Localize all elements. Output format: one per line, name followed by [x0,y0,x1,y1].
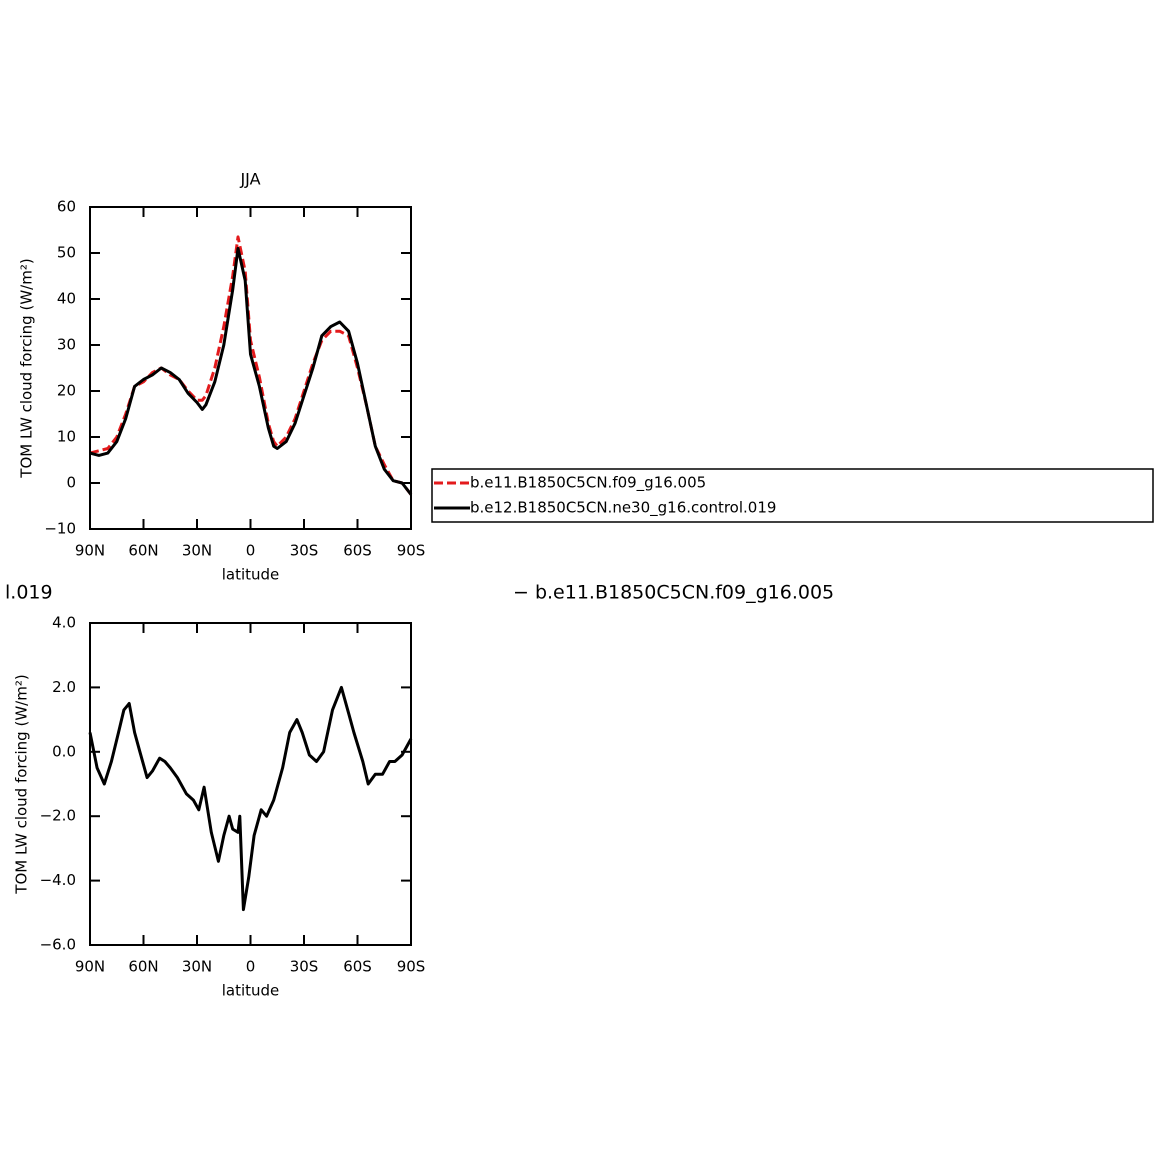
x-tick-label: 60S [343,958,372,976]
x-tick-label: 0 [246,542,256,560]
x-tick-label: 60N [128,542,158,560]
x-tick-label: 0 [246,958,256,976]
x-tick-label: 90S [397,542,426,560]
x-tick-label: 60N [128,958,158,976]
plot-frame [89,622,412,946]
y-tick-label: 50 [57,244,76,262]
y-tick-label: 20 [57,382,76,400]
x-axis-label: latitude [222,982,280,1000]
data-line [89,246,413,496]
annotation: l.019 [5,582,53,604]
legend-label: b.e12.B1850C5CN.ne30_g16.control.019 [470,499,776,518]
y-tick-label: 0.0 [52,742,76,760]
x-tick-label: 60S [343,542,372,560]
y-axis-label: TOM LW cloud forcing (W/m²) [13,674,31,894]
plot-frame [89,206,412,530]
x-tick-label: 30N [182,542,212,560]
y-tick-label: −2.0 [40,807,76,825]
y-tick-label: −4.0 [40,871,76,889]
x-tick-label: 30N [182,958,212,976]
legend-label: b.e11.B1850C5CN.f09_g16.005 [470,474,706,493]
y-tick-label: 10 [57,428,76,446]
data-line [89,235,413,496]
chart-title: JJA [239,170,260,189]
y-tick-label: −10 [44,520,76,538]
x-tick-label: 90N [75,958,105,976]
annotation: − b.e11.B1850C5CN.f09_g16.005 [513,582,834,604]
x-tick-label: 30S [290,542,319,560]
x-tick-label: 30S [290,958,319,976]
y-tick-label: −6.0 [40,936,76,954]
y-tick-label: 4.0 [52,614,76,632]
x-tick-label: 90S [397,958,426,976]
y-tick-label: 30 [57,336,76,354]
x-tick-label: 90N [75,542,105,560]
y-tick-label: 2.0 [52,678,76,696]
data-line [88,685,413,912]
x-axis-label: latitude [222,566,280,584]
y-tick-label: 0 [66,474,76,492]
y-tick-label: 40 [57,290,76,308]
y-tick-label: 60 [57,198,76,216]
y-axis-label: TOM LW cloud forcing (W/m²) [18,258,36,478]
legend-box [431,468,1154,523]
